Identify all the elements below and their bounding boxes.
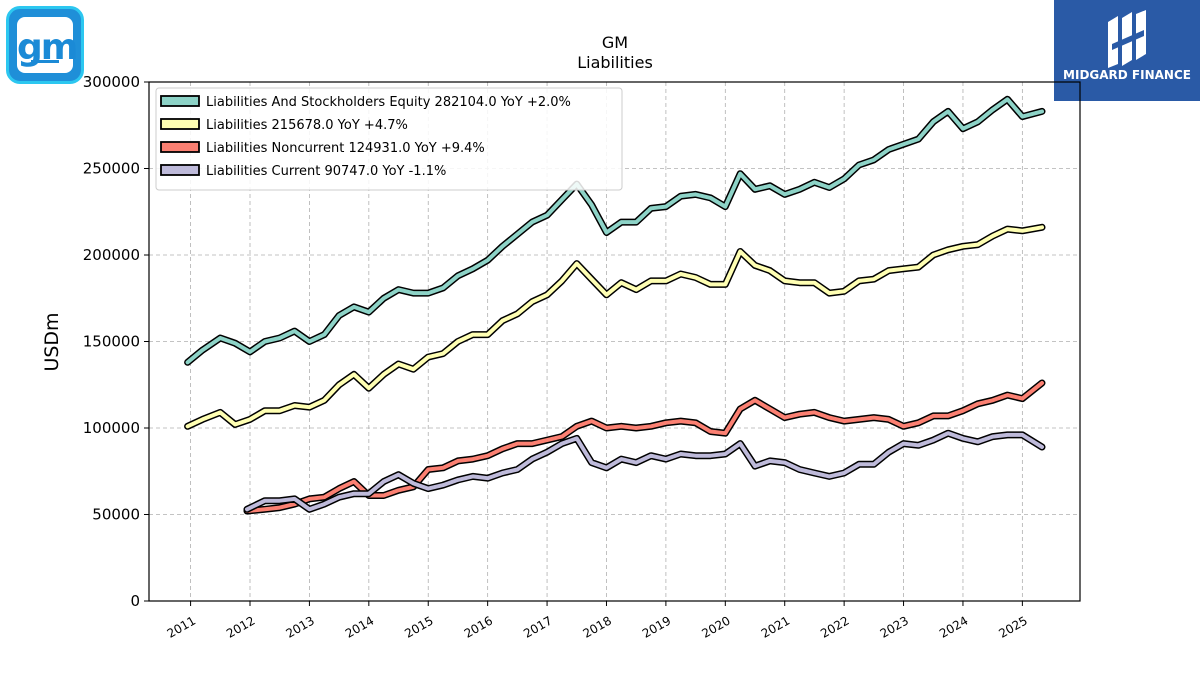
series-lines [184, 95, 1046, 515]
plot-frame [148, 81, 1081, 602]
legend-swatch [160, 118, 200, 130]
x-tick-label: 2020 [699, 613, 732, 640]
legend-swatch [160, 141, 200, 153]
y-tick-label: 150000 [83, 333, 140, 351]
x-tick-label: 2017 [521, 613, 554, 640]
x-tick-label: 2015 [402, 613, 435, 640]
legend-swatch [160, 164, 200, 176]
x-tick-label: 2023 [878, 613, 911, 640]
midgard-mark-icon [1108, 10, 1146, 68]
midgard-finance-name: MIDGARD FINANCE [1063, 68, 1191, 82]
y-tick-label: 0 [130, 592, 140, 610]
legend-label: Liabilities 215678.0 YoY +4.7% [206, 118, 408, 133]
midgard-finance-logo: MIDGARD FINANCE [1054, 0, 1200, 101]
y-tick-label: 250000 [83, 160, 140, 178]
x-tick-label: 2022 [818, 613, 851, 640]
legend-box [155, 87, 623, 191]
legend-label: Liabilities And Stockholders Equity 2821… [206, 95, 571, 110]
legend: Liabilities And Stockholders Equity 2821… [155, 87, 623, 191]
series-line-2 [245, 381, 1044, 513]
series-line-0 [185, 97, 1044, 365]
gm-logo: gm [6, 6, 84, 84]
legend-label: Liabilities Noncurrent 124931.0 YoY +9.4… [206, 141, 485, 156]
legend-label: Liabilities Current 90747.0 YoY -1.1% [206, 164, 446, 179]
gm-logo-underline [31, 60, 59, 63]
x-tick-label: 2019 [640, 613, 673, 640]
series-line-outline-1 [184, 223, 1046, 430]
gm-logo-inner: gm [17, 17, 78, 73]
x-tick-label: 2018 [581, 613, 614, 640]
x-tick-label: 2014 [343, 613, 376, 640]
x-tick-label: 2012 [224, 613, 257, 640]
chart-subtitle: Liabilities [577, 53, 653, 72]
x-tick-label: 2025 [996, 613, 1029, 640]
y-tick-label: 50000 [92, 506, 140, 524]
y-axis-label: USDm [41, 312, 63, 371]
y-tick-label: 100000 [83, 419, 140, 437]
y-tick-label: 200000 [83, 246, 140, 264]
y-tick-label: 300000 [83, 73, 140, 91]
x-tick-label: 2013 [283, 613, 316, 640]
x-tick-label: 2011 [165, 613, 198, 640]
series-line-1 [185, 225, 1044, 429]
x-tick-label: 2021 [759, 613, 792, 640]
series-line-3 [245, 431, 1044, 512]
x-tick-label: 2024 [937, 613, 970, 640]
x-tick-label: 2016 [462, 613, 495, 640]
chart-title: GM [602, 33, 628, 52]
legend-swatch [160, 95, 200, 107]
